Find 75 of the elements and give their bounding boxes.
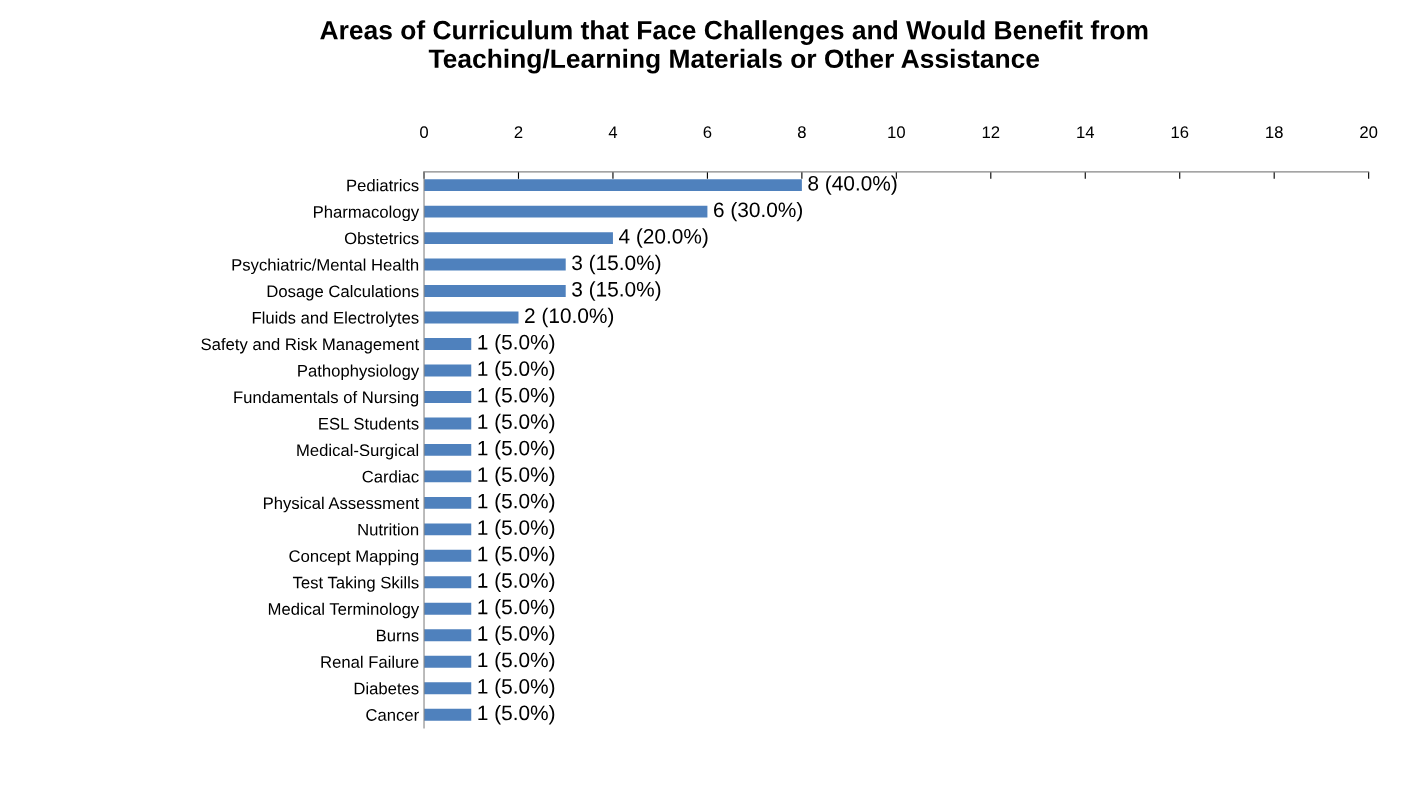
y-tick-label: Burns: [376, 629, 419, 642]
x-tick-label: 8: [797, 126, 806, 139]
x-tick-label: 10: [888, 126, 905, 139]
bar: [424, 364, 472, 377]
y-tick-label: Pathophysiology: [298, 364, 420, 380]
x-tick-label: 2: [514, 126, 523, 138]
bar: [424, 338, 472, 350]
bar: [424, 576, 472, 589]
data-label: 1 (5.0%): [478, 334, 555, 354]
x-tick-label: 14: [1077, 126, 1095, 138]
bar: [424, 602, 472, 615]
bar: [424, 205, 708, 218]
bar: [424, 232, 613, 245]
y-tick-label: Dosage Calculations: [267, 285, 419, 301]
chart-title: Areas of Curriculum that Face Challenges and Would Benefit from Teaching/Learning Materials or Other Assistance: [320, 20, 1148, 74]
y-tick-label: Obstetrics: [344, 232, 419, 245]
data-label: 1 (5.0%): [478, 546, 555, 566]
data-label: 1 (5.0%): [478, 440, 555, 460]
bar: [424, 285, 566, 297]
data-label: 1 (5.0%): [478, 413, 555, 434]
y-tick-label: ESL Students: [319, 417, 419, 430]
data-label: 1 (5.0%): [478, 360, 555, 381]
x-tick-label: 12: [982, 126, 1000, 138]
y-tick-label: Diabetes: [354, 682, 419, 695]
x-tick-label: 6: [703, 126, 712, 139]
bar: [424, 655, 472, 668]
x-tick-label: 0: [420, 126, 429, 139]
bar: [424, 417, 472, 430]
bar: [424, 708, 472, 721]
y-tick-label: Concept Mapping: [289, 549, 419, 566]
y-tick-label: Pharmacology: [314, 205, 420, 222]
y-tick-label: Fluids and Electrolytes: [252, 311, 419, 328]
x-tick-label: 18: [1266, 126, 1283, 139]
data-label: 1 (5.0%): [478, 387, 555, 407]
data-label: 1 (5.0%): [478, 625, 555, 645]
bar: [424, 311, 519, 324]
bar: [424, 443, 472, 456]
data-label: 1 (5.0%): [478, 519, 555, 540]
data-label: 6 (30.0%): [714, 201, 802, 222]
bar: [424, 523, 472, 536]
bar: [424, 179, 802, 192]
data-label: 2 (10.0%): [525, 307, 614, 328]
bar: [424, 258, 566, 271]
y-tick-label: Physical Assessment: [263, 496, 420, 513]
y-tick-label: Fundamentals of Nursing: [234, 390, 419, 407]
x-tick-label: 20: [1360, 126, 1378, 139]
y-tick-label: Cancer: [366, 709, 419, 721]
data-label: 1 (5.0%): [478, 599, 555, 619]
data-label: 1 (5.0%): [478, 466, 555, 487]
data-label: 3 (15.0%): [572, 281, 661, 301]
data-label: 1 (5.0%): [478, 652, 555, 672]
y-tick-label: Test Taking Skills: [292, 576, 419, 592]
data-label: 8 (40.0%): [808, 175, 897, 195]
data-label: 1 (5.0%): [478, 678, 555, 698]
y-tick-label: Medical Terminology: [268, 602, 420, 619]
y-tick-label: Nutrition: [358, 523, 419, 536]
data-label: 1 (5.0%): [478, 704, 555, 725]
bar: [424, 470, 472, 483]
y-tick-label: Medical-Surgical: [297, 443, 419, 460]
bar: [424, 682, 472, 695]
y-tick-label: Psychiatric/Mental Health: [232, 258, 419, 275]
data-label: 4 (20.0%): [618, 228, 708, 248]
x-tick-label: 4: [608, 126, 618, 138]
data-label: 1 (5.0%): [478, 572, 555, 592]
data-label: 1 (5.0%): [478, 493, 555, 513]
y-tick-label: Renal Failure: [321, 655, 419, 668]
y-tick-label: Safety and Risk Management: [201, 337, 420, 354]
y-tick-label: Cardiac: [362, 470, 419, 483]
bar: [424, 496, 472, 509]
y-tick-label: Pediatrics: [347, 179, 419, 192]
bar: [424, 549, 472, 562]
data-label: 3 (15.0%): [572, 254, 661, 275]
bar: [424, 390, 472, 403]
x-tick-label: 16: [1171, 126, 1189, 139]
bar: [424, 629, 472, 642]
